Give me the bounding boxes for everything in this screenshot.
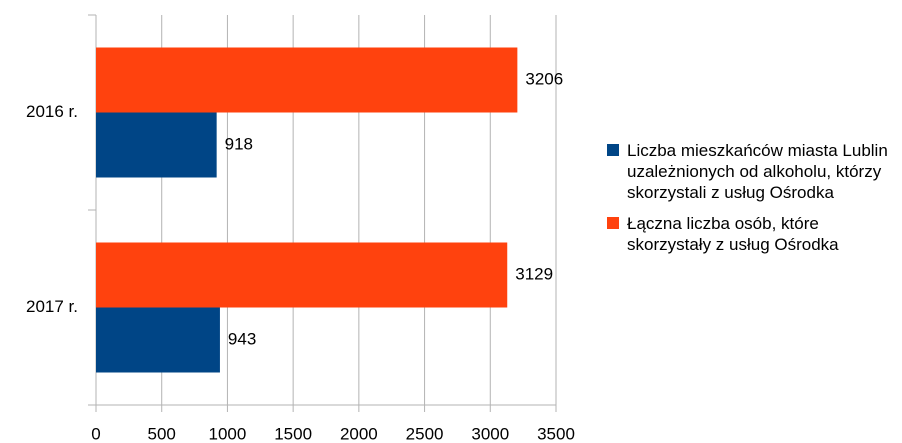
x-tick-label: 3000 — [471, 424, 509, 443]
bar — [96, 307, 220, 373]
x-tick-label: 2000 — [340, 424, 378, 443]
legend-swatch — [607, 144, 619, 156]
value-label: 943 — [228, 329, 256, 348]
y-tick-label: 2016 r. — [26, 102, 78, 121]
x-tick-label: 500 — [148, 424, 176, 443]
x-tick-label: 2500 — [406, 424, 444, 443]
y-tick-label: 2017 r. — [26, 297, 78, 316]
legend-label: Liczba mieszkańców miasta Lublin uzależn… — [627, 141, 888, 202]
legend-label: Łączna liczba osób, które skorzystały z … — [627, 214, 839, 254]
x-tick-label: 1500 — [274, 424, 312, 443]
x-tick-label: 1000 — [209, 424, 247, 443]
value-label: 918 — [225, 134, 253, 153]
legend-swatch — [607, 217, 619, 229]
bar — [96, 242, 508, 308]
value-label: 3129 — [515, 264, 553, 283]
x-tick-label: 0 — [91, 424, 100, 443]
bar — [96, 112, 217, 178]
x-tick-label: 3500 — [537, 424, 575, 443]
value-label: 3206 — [525, 69, 563, 88]
bar — [96, 47, 518, 113]
